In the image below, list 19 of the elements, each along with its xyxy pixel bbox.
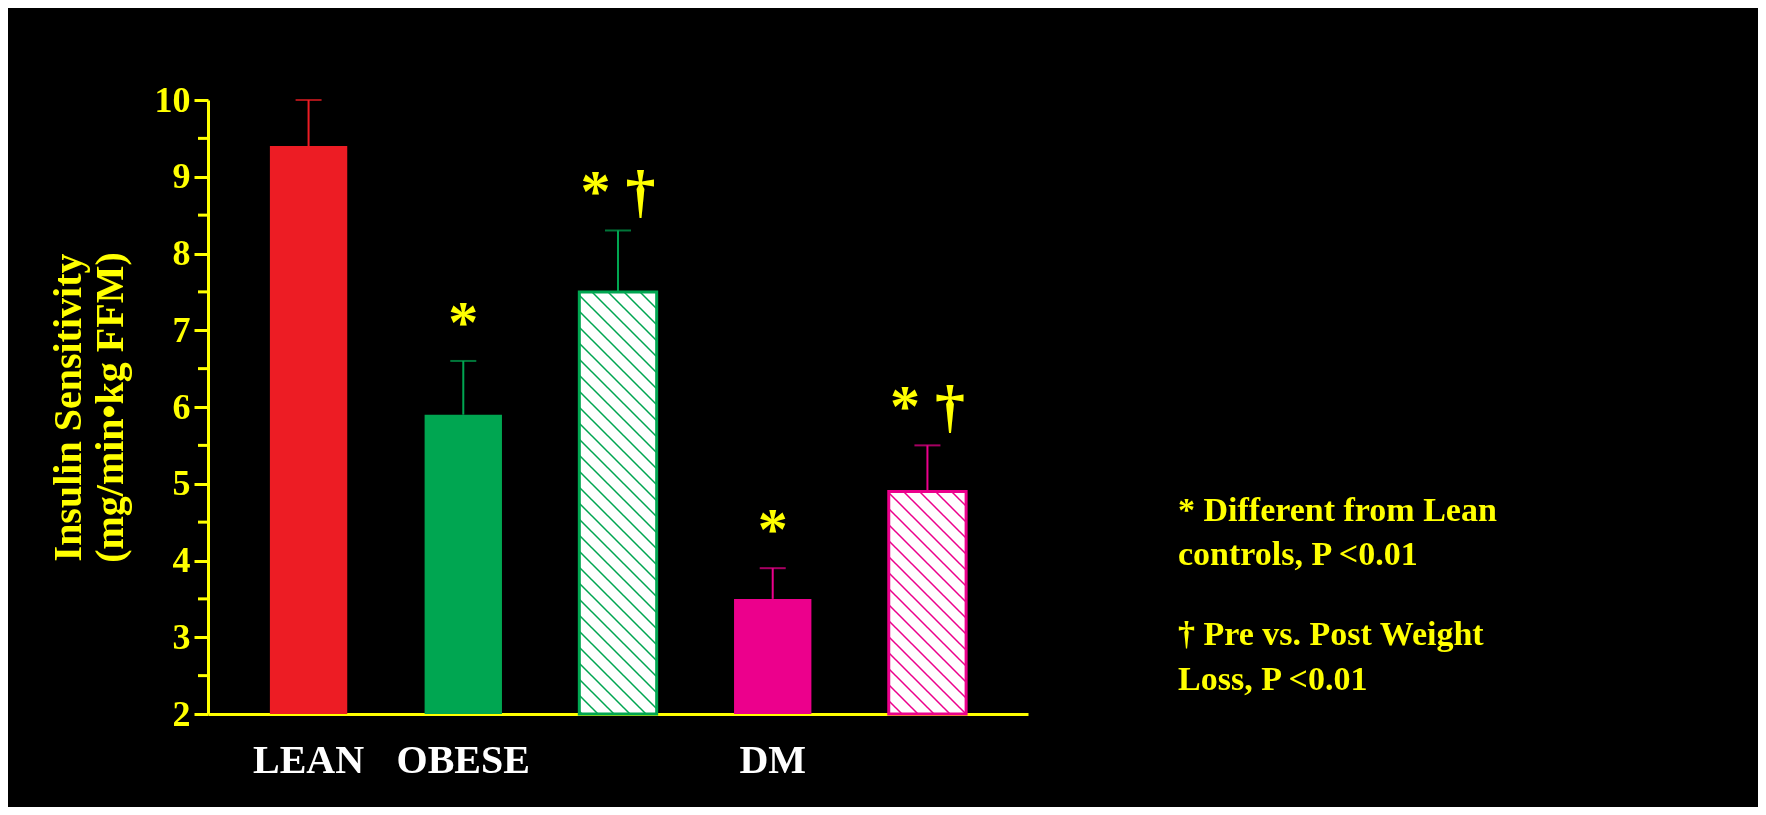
y-tick-label: 2 bbox=[172, 693, 191, 734]
x-tick-label: LEAN bbox=[253, 736, 365, 782]
y-tick-label: 6 bbox=[172, 386, 191, 427]
text: * Different from Lean controls, P <0.01 bbox=[1178, 490, 1497, 575]
y-tick-label: 8 bbox=[172, 233, 191, 273]
y-tick-label: 3 bbox=[172, 616, 191, 657]
y-tick-label: 10 bbox=[154, 79, 191, 120]
y-tick-label: 4 bbox=[172, 540, 191, 580]
x-tick-label: DM bbox=[739, 736, 807, 782]
y-tick-label: 9 bbox=[172, 156, 191, 197]
annotation: * † bbox=[889, 373, 965, 440]
annotation: * † bbox=[580, 158, 656, 225]
y-axis-title: Insulin Sensitivity (mg/min•kg FFM) bbox=[44, 252, 132, 563]
annotation: * bbox=[757, 496, 788, 563]
y-tick-label: 5 bbox=[172, 463, 191, 504]
y-tick-label: 7 bbox=[172, 309, 191, 350]
text: † Pre vs. Post Weight Loss, P <0.01 bbox=[1178, 614, 1485, 699]
annotation: * bbox=[448, 288, 479, 355]
x-tick-label: OBESE bbox=[396, 736, 530, 782]
